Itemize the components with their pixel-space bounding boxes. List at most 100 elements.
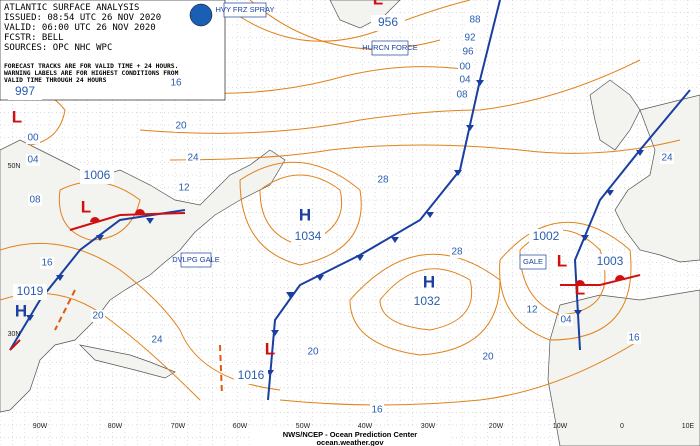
isobar-label-box: [559, 314, 573, 326]
high-symbol: H: [299, 205, 311, 224]
pressure-label-box: [371, 15, 405, 31]
pressure-label-box: [593, 254, 627, 270]
isobar: [169, 139, 681, 161]
isobar-label-box: [450, 246, 464, 258]
front-pip: [96, 235, 104, 241]
low-symbol: L: [557, 251, 567, 270]
high-symbol: H: [15, 301, 27, 320]
header-line: VALID: 06:00 UTC 26 NOV 2020: [4, 23, 156, 33]
isobar-label: 08: [29, 195, 41, 206]
longitude-label: 80W: [108, 423, 123, 430]
pressure-label-box: [291, 229, 325, 245]
isobar-label-box: [186, 152, 200, 164]
pressure-label: 1006: [84, 168, 111, 182]
isobar-label-box: [40, 257, 54, 269]
header-line: ATLANTIC SURFACE ANALYSIS: [4, 3, 139, 13]
north-america: [0, 139, 286, 413]
pressure-label: 1019: [17, 284, 44, 298]
isobar-label-box: [26, 154, 40, 166]
isobars: [0, 0, 681, 406]
longitude-label: 50W: [296, 423, 311, 430]
pressure-label-box: [13, 284, 47, 300]
pressure-label: 1034: [295, 229, 322, 243]
isobar-label-box: [174, 120, 188, 132]
isobar-label: 04: [459, 75, 471, 86]
front-pip: [286, 292, 294, 298]
header-line: SOURCES: OPC NHC WPC: [4, 43, 112, 53]
longitude-label: 30W: [421, 423, 436, 430]
front-pip: [135, 209, 145, 214]
front-pip: [454, 170, 462, 176]
front-pip: [606, 190, 614, 196]
isobar-label: 16: [41, 258, 53, 269]
isobar-label: 28: [451, 247, 463, 258]
pressure-label-box: [410, 294, 444, 310]
isobar-label-box: [306, 346, 320, 358]
africa: [547, 289, 700, 446]
front-pip: [615, 275, 625, 280]
low-symbol: L: [265, 339, 275, 358]
longitude-label: 90W: [33, 423, 48, 430]
warm-front: [69, 212, 186, 231]
isobar-label-box: [28, 194, 42, 206]
warm-front: [560, 274, 641, 286]
isobar-label: 12: [178, 183, 190, 194]
front-pip: [146, 218, 154, 224]
front-pip: [426, 212, 434, 218]
front-pip: [636, 150, 644, 156]
high-symbol: H: [423, 272, 435, 291]
isobar-label: 20: [175, 121, 187, 132]
cold-front: [267, 0, 501, 401]
isobar-label-box: [169, 77, 183, 89]
note-line: FORECAST TRACKS ARE FOR VALID TIME + 24 …: [4, 63, 178, 70]
isobar-label-box: [376, 174, 390, 186]
note-line: VALID TIME THROUGH 24 HOURS: [4, 77, 107, 84]
isobar: [139, 59, 641, 134]
isobar-label: 04: [27, 155, 39, 166]
isobar-label-box: [525, 304, 539, 316]
isobar: [239, 161, 362, 266]
pressure-label: 1002: [533, 229, 560, 243]
isobar: [349, 253, 501, 356]
longitude-label: 20W: [489, 423, 504, 430]
warning-box: [223, 2, 267, 18]
front-pip: [26, 315, 34, 321]
pressure-label-box: [8, 84, 42, 100]
warning-box: [180, 252, 212, 268]
isobar: [379, 268, 473, 331]
isobar-label: 04: [560, 315, 572, 326]
isobar-label-box: [468, 14, 482, 26]
isobar-label-box: [370, 404, 384, 416]
isobar-label-box: [458, 61, 472, 73]
isobar-label: 12: [526, 305, 538, 316]
isobar-label: 20: [307, 347, 319, 358]
low-symbol: L: [373, 0, 383, 8]
isobar-label: 92: [464, 33, 476, 44]
note-line: WARNING LABELS ARE FOR HIGHEST CONDITION…: [4, 70, 179, 77]
latitude-label: 50N: [8, 163, 21, 170]
isobar-label: 16: [170, 78, 182, 89]
isobar: [259, 174, 343, 246]
warning-label: GALE: [523, 257, 543, 266]
pressure-label: 1016: [238, 368, 265, 382]
latitude-label: 30N: [8, 331, 21, 338]
isobar-label: 88: [469, 15, 481, 26]
warning-label: DVLPG GALE: [172, 255, 220, 264]
isobar-label-box: [26, 132, 40, 144]
longitude-label: 0: [620, 423, 624, 430]
isobar-label: 28: [377, 175, 389, 186]
isobar-label: 24: [661, 153, 673, 164]
cold-front: [573, 89, 691, 351]
isobar-label-box: [455, 89, 469, 101]
warm-front: [9, 339, 21, 351]
trough: [54, 289, 76, 331]
pressure-label-box: [80, 168, 114, 184]
isobar-label-box: [150, 334, 164, 346]
front-pip: [574, 310, 582, 316]
warning-label: HURCN FORCE: [362, 43, 417, 52]
pressure-label-box: [529, 229, 563, 245]
pressure-label-box: [234, 368, 268, 384]
pressure-label: 1003: [597, 254, 624, 268]
